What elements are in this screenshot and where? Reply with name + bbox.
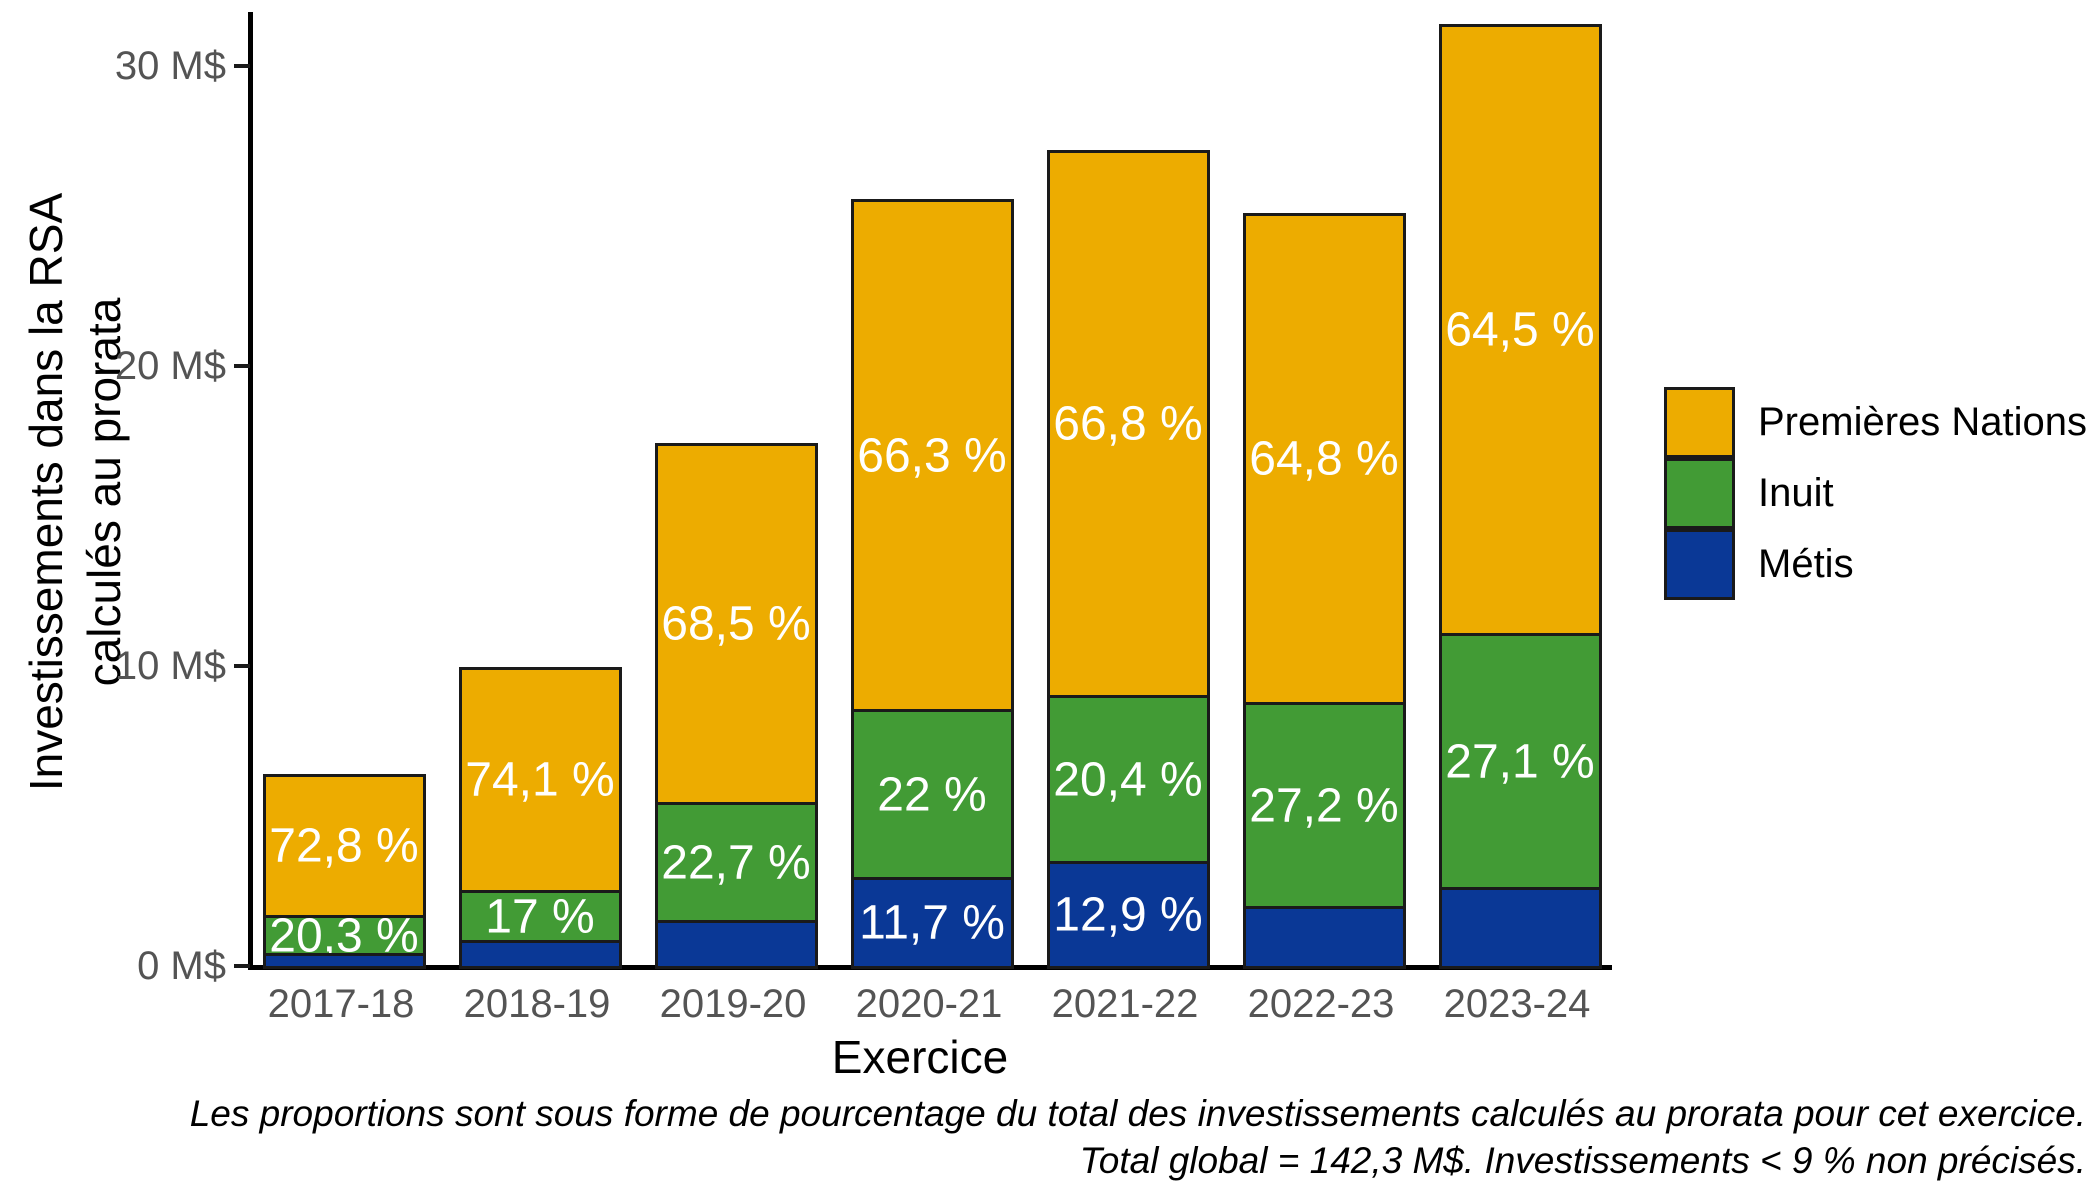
y-tick-label: 0 M$: [137, 944, 226, 988]
bar-2022-23: 64,8 % 27,2 %: [1242, 213, 1406, 969]
segment-premi-res-nations: 68,5 %: [657, 446, 815, 802]
segment-percent-label: 64,5 %: [1445, 303, 1595, 357]
segment-percent-label: 22,7 %: [661, 836, 811, 889]
legend-swatch-metis: [1664, 529, 1735, 600]
x-tick-label: 2022-23: [1247, 982, 1395, 1026]
segment-inuit: 20,4 %: [1049, 695, 1207, 861]
x-tick-label: 2023-24: [1443, 982, 1591, 1026]
segment-percent-label: 11,7 %: [859, 896, 1005, 950]
caption-line1: Les proportions sont sous forme de pourc…: [189, 1093, 2086, 1134]
bar-2020-21: 66,3 % 22 % 11,7 %: [850, 199, 1014, 969]
bar-2018-19: 74,1 % 17 %: [458, 667, 622, 969]
segment-premi-res-nations: 64,8 %: [1245, 216, 1403, 702]
bar-2021-22: 66,8 % 20,4 % 12,9 %: [1046, 150, 1210, 969]
segment-m-tis: 11,7 %: [853, 877, 1011, 966]
x-tick-label: 2017-18: [267, 982, 415, 1026]
segment-premi-res-nations: 72,8 %: [265, 777, 423, 915]
x-tick-label: 2021-22: [1051, 982, 1199, 1026]
x-tick-label: 2018-19: [463, 982, 611, 1026]
segment-premi-res-nations: 66,8 %: [1049, 153, 1207, 695]
segment-inuit: 22,7 %: [657, 802, 815, 920]
segment-percent-label: 22 %: [877, 768, 987, 821]
caption-line2: Total global = 142,3 M$. Investissements…: [1079, 1140, 2086, 1181]
segment-inuit: 20,3 %: [265, 909, 423, 962]
legend-label-inuit: Inuit: [1758, 471, 1834, 515]
x-tick-label: 2020-21: [855, 982, 1003, 1026]
segment-inuit: 27,1 %: [1441, 633, 1599, 887]
x-axis-title: Exercice: [831, 1031, 1009, 1083]
y-axis-title-line1: Investissements dans la RSA: [20, 192, 72, 792]
y-tick-label: 20 M$: [114, 344, 226, 388]
segment-inuit: 27,2 %: [1245, 702, 1403, 906]
segment-percent-label: 17 %: [485, 890, 595, 943]
segment-percent-label: 64,8 %: [1249, 432, 1399, 486]
y-axis-line: [248, 12, 253, 970]
y-tick-mark: [234, 964, 250, 968]
segment-premi-res-nations: 74,1 %: [461, 670, 619, 890]
x-tick-label: 2019-20: [659, 982, 807, 1026]
segment-premi-res-nations: 66,3 %: [853, 202, 1011, 709]
segment-percent-label: 72,8 %: [269, 819, 419, 873]
bar-2019-20: 68,5 % 22,7 %: [654, 443, 818, 969]
segment-m-tis: [461, 940, 619, 966]
legend-label-premieres-nations: Premières Nations: [1758, 400, 2088, 444]
segment-premi-res-nations: 64,5 %: [1441, 27, 1599, 633]
y-axis-title: Investissements dans la RSA calculés au …: [17, 193, 133, 791]
segment-m-tis: [1441, 887, 1599, 966]
bar-2017-18: 72,8 % 20,3 %: [262, 774, 426, 969]
y-tick-label: 30 M$: [114, 44, 226, 88]
legend-swatch-inuit: [1664, 458, 1735, 529]
segment-inuit: 22 %: [853, 709, 1011, 877]
segment-m-tis: 12,9 %: [1049, 861, 1207, 966]
segment-percent-label: 12,9 %: [1053, 888, 1203, 942]
segment-percent-label: 66,8 %: [1053, 397, 1203, 451]
segment-m-tis: [657, 920, 815, 966]
segment-percent-label: 27,1 %: [1445, 735, 1595, 788]
segment-percent-label: 68,5 %: [661, 597, 811, 651]
bar-2023-24: 64,5 % 27,1 %: [1438, 24, 1602, 969]
segment-percent-label: 66,3 %: [857, 429, 1007, 482]
segment-m-tis: [265, 953, 423, 966]
legend-swatch-premieres-nations: [1664, 387, 1735, 458]
segment-inuit: 17 %: [461, 890, 619, 943]
segment-percent-label: 20,4 %: [1053, 753, 1203, 806]
segment-m-tis: [1245, 906, 1403, 966]
y-tick-label: 10 M$: [114, 644, 226, 688]
y-tick-mark: [234, 64, 250, 68]
y-axis-title-line2: calculés au prorata: [78, 297, 130, 687]
segment-percent-label: 74,1 %: [465, 753, 615, 807]
caption: Les proportions sont sous forme de pourc…: [190, 1090, 2086, 1184]
y-tick-mark: [234, 364, 250, 368]
segment-percent-label: 27,2 %: [1249, 779, 1399, 832]
legend-label-metis: Métis: [1758, 542, 1854, 586]
y-tick-mark: [234, 664, 250, 668]
